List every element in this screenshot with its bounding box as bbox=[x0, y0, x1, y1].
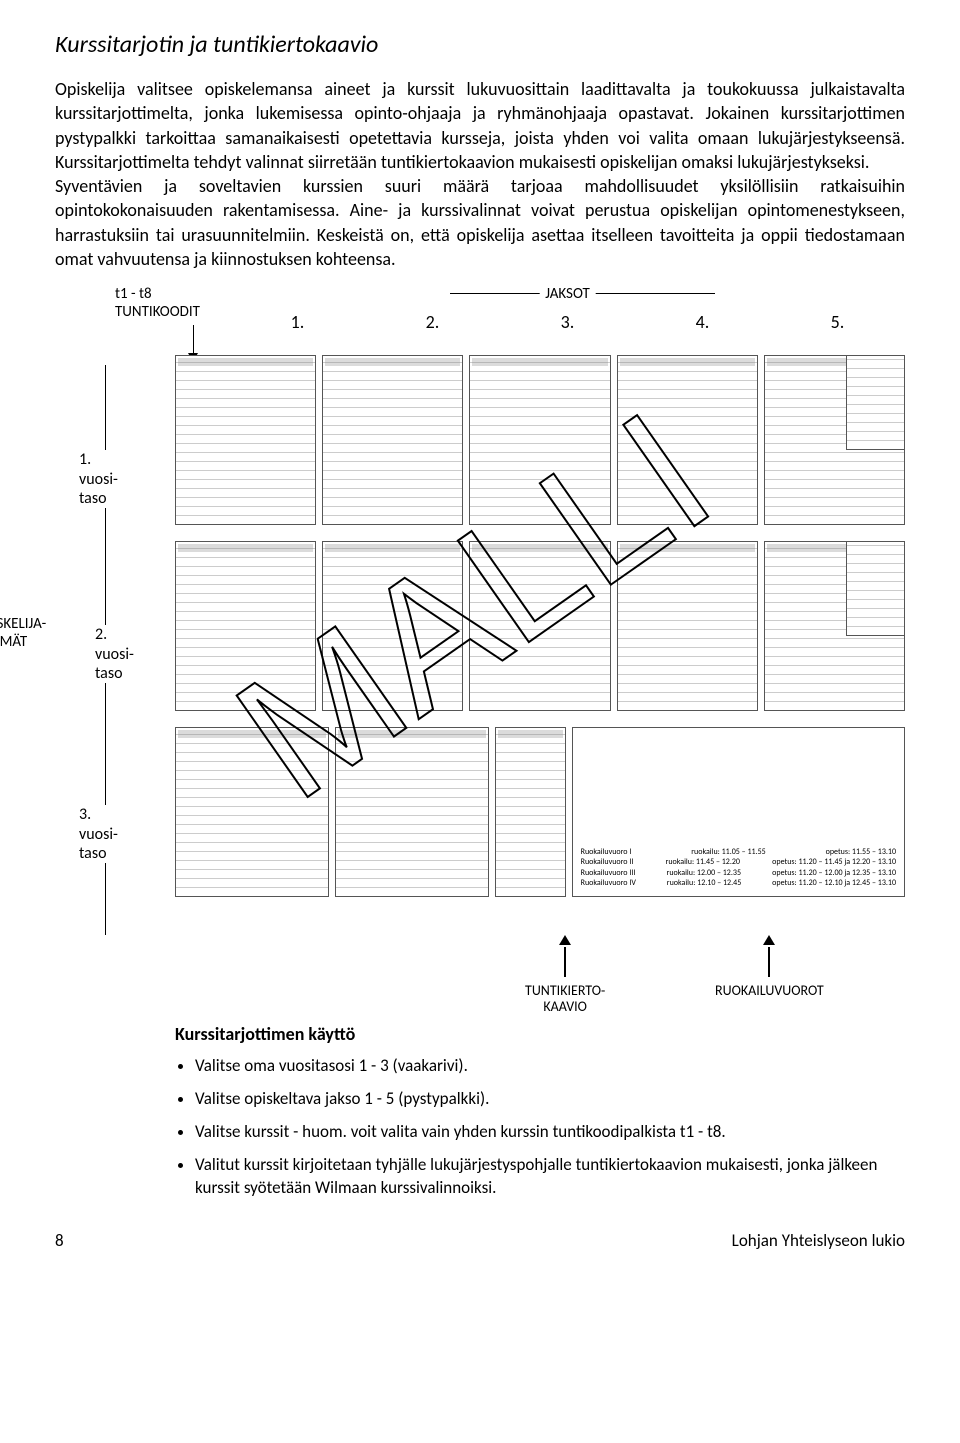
chart-zone: Ruokailuvuoro Iruokailu: 11.05 – 11.55op… bbox=[175, 355, 905, 945]
grid-row-2 bbox=[175, 541, 905, 711]
grid-block bbox=[322, 541, 463, 711]
vuosi-1-label: 1. vuosi- taso bbox=[79, 450, 129, 508]
grid-block bbox=[175, 355, 316, 525]
usage-list: Valitse oma vuositasosi 1 - 3 (vaakarivi… bbox=[195, 1055, 895, 1200]
ruokailu-arrow: RUOKAILUVUOROT bbox=[715, 935, 824, 998]
jaksot-numbers: 1. 2. 3. 4. 5. bbox=[230, 311, 905, 333]
page-footer: 8 Lohjan Yhteislyseon lukio bbox=[55, 1230, 905, 1251]
intro-paragraph: Opiskelija valitsee opiskelemansa aineet… bbox=[55, 77, 905, 271]
grid-row-1 bbox=[175, 355, 905, 525]
usage-item: Valitut kurssit kirjoitetaan tyhjälle lu… bbox=[195, 1154, 895, 1200]
grid-block bbox=[335, 727, 489, 897]
usage-section: Kurssitarjottimen käyttö Valitse oma vuo… bbox=[55, 1023, 905, 1200]
vuosi-3-label: 3. vuosi- taso bbox=[79, 805, 129, 863]
grid-row-3: Ruokailuvuoro Iruokailu: 11.05 – 11.55op… bbox=[175, 727, 905, 897]
usage-item: Valitse kurssit - huom. voit valita vain… bbox=[195, 1121, 895, 1144]
usage-title: Kurssitarjottimen käyttö bbox=[175, 1023, 905, 1045]
tk-line1: t1 - t8 bbox=[115, 285, 152, 303]
grid-block bbox=[469, 541, 610, 711]
ruokailu-label: RUOKAILUVUOROT bbox=[715, 983, 824, 998]
tuntikoodit-label: t1 - t8 TUNTIKOODIT bbox=[115, 285, 200, 321]
grid-block bbox=[175, 541, 316, 711]
tuntikierto-label: TUNTIKIERTO- KAAVIO bbox=[525, 983, 605, 1014]
tk-line2: TUNTIKOODIT bbox=[115, 303, 200, 321]
page-number: 8 bbox=[55, 1230, 64, 1251]
grid-block bbox=[617, 541, 758, 711]
jakso-2: 2. bbox=[365, 311, 500, 333]
jakso-5: 5. bbox=[770, 311, 905, 333]
tuntikierto-arrow: TUNTIKIERTO- KAAVIO bbox=[525, 935, 605, 1014]
grid-block bbox=[322, 355, 463, 525]
jaksot-title: JAKSOT bbox=[539, 285, 596, 303]
opiskelija-ryhmat-label: OPISKELIJA- RYHMÄT bbox=[0, 615, 46, 651]
page-title: Kurssitarjotin ja tuntikiertokaavio bbox=[55, 30, 905, 59]
grid-block bbox=[175, 727, 329, 897]
info-block: Ruokailuvuoro Iruokailu: 11.05 – 11.55op… bbox=[572, 727, 905, 897]
jakso-4: 4. bbox=[635, 311, 770, 333]
jakso-3: 3. bbox=[500, 311, 635, 333]
grid-block bbox=[617, 355, 758, 525]
grid-block bbox=[469, 355, 610, 525]
grid-block bbox=[764, 541, 905, 711]
usage-item: Valitse opiskeltava jakso 1 - 5 (pystypa… bbox=[195, 1088, 895, 1111]
grid-block-small bbox=[495, 727, 565, 897]
jakso-1: 1. bbox=[230, 311, 365, 333]
grid-block bbox=[764, 355, 905, 525]
usage-item: Valitse oma vuositasosi 1 - 3 (vaakarivi… bbox=[195, 1055, 895, 1078]
ruokailu-table: Ruokailuvuoro Iruokailu: 11.05 – 11.55op… bbox=[581, 847, 896, 889]
diagram-area: t1 - t8 TUNTIKOODIT JAKSOT 1. 2. 3. 4. 5… bbox=[55, 285, 905, 1015]
vuosi-2-label: 2. vuosi- taso bbox=[95, 625, 134, 683]
footer-source: Lohjan Yhteislyseon lukio bbox=[732, 1230, 905, 1251]
